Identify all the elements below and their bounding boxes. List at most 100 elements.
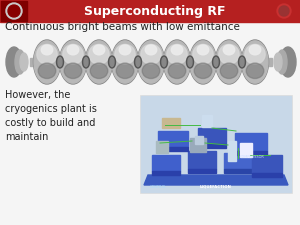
Bar [30, 58, 272, 66]
Ellipse shape [136, 58, 140, 67]
Ellipse shape [249, 45, 261, 55]
Bar [195, 136, 203, 144]
Bar [156, 141, 168, 153]
Bar [158, 147, 188, 151]
Bar [152, 171, 180, 175]
Ellipse shape [223, 45, 235, 55]
Circle shape [8, 5, 20, 17]
Circle shape [6, 3, 22, 19]
Bar [202, 115, 212, 127]
Bar [198, 128, 226, 144]
Bar [252, 155, 282, 173]
Ellipse shape [145, 45, 157, 55]
Text: CONTROL: CONTROL [149, 185, 167, 189]
Ellipse shape [134, 56, 142, 68]
Ellipse shape [116, 63, 134, 79]
Text: LIQUEFACTION: LIQUEFACTION [200, 185, 232, 189]
Ellipse shape [56, 56, 64, 68]
Ellipse shape [137, 40, 164, 84]
Ellipse shape [190, 41, 216, 83]
Ellipse shape [58, 58, 62, 67]
Ellipse shape [85, 40, 112, 84]
Ellipse shape [138, 41, 164, 83]
Ellipse shape [274, 53, 282, 71]
Circle shape [277, 4, 291, 18]
Ellipse shape [142, 63, 160, 79]
Ellipse shape [64, 63, 82, 79]
Ellipse shape [20, 53, 28, 71]
Ellipse shape [164, 41, 190, 83]
Ellipse shape [197, 45, 209, 55]
Ellipse shape [193, 44, 213, 64]
Bar [224, 169, 254, 173]
Ellipse shape [214, 58, 218, 67]
Ellipse shape [141, 44, 161, 64]
Bar [252, 173, 282, 177]
Ellipse shape [277, 50, 287, 74]
Bar [162, 118, 180, 128]
Bar [0, 0, 300, 22]
Text: Superconducting RF: Superconducting RF [84, 4, 226, 18]
Polygon shape [144, 175, 288, 185]
Bar [188, 151, 216, 169]
Ellipse shape [109, 56, 116, 68]
Bar [235, 133, 267, 151]
Ellipse shape [67, 45, 79, 55]
Ellipse shape [215, 40, 242, 84]
Ellipse shape [220, 63, 238, 79]
Ellipse shape [89, 44, 109, 64]
Ellipse shape [162, 58, 166, 67]
Ellipse shape [60, 41, 86, 83]
Ellipse shape [246, 63, 264, 79]
Ellipse shape [34, 41, 60, 83]
Ellipse shape [194, 63, 212, 79]
Ellipse shape [245, 44, 265, 64]
Ellipse shape [93, 45, 105, 55]
Circle shape [279, 6, 289, 16]
Ellipse shape [160, 56, 167, 68]
Ellipse shape [164, 40, 190, 84]
Ellipse shape [280, 47, 296, 77]
Ellipse shape [34, 40, 61, 84]
Bar [158, 131, 188, 147]
Bar [235, 151, 267, 155]
Ellipse shape [112, 40, 139, 84]
Ellipse shape [59, 40, 86, 84]
Ellipse shape [37, 44, 57, 64]
Bar [188, 169, 216, 173]
Ellipse shape [63, 44, 83, 64]
Ellipse shape [115, 44, 135, 64]
Text: Continuous bright beams with low emittance: Continuous bright beams with low emittan… [5, 22, 240, 32]
Bar [240, 143, 252, 157]
Ellipse shape [168, 63, 186, 79]
Ellipse shape [187, 56, 194, 68]
Bar [224, 153, 254, 169]
Ellipse shape [41, 45, 53, 55]
Ellipse shape [112, 41, 138, 83]
Ellipse shape [219, 44, 239, 64]
Bar [140, 95, 292, 193]
Ellipse shape [15, 50, 25, 74]
Bar [190, 138, 206, 152]
Ellipse shape [212, 56, 220, 68]
Ellipse shape [84, 58, 88, 67]
Bar [141, 96, 291, 192]
Ellipse shape [90, 63, 108, 79]
Ellipse shape [242, 40, 268, 84]
Ellipse shape [119, 45, 131, 55]
Ellipse shape [240, 58, 244, 67]
Ellipse shape [6, 47, 22, 77]
Ellipse shape [242, 41, 268, 83]
Bar [198, 144, 226, 148]
Bar [1, 1, 27, 21]
Ellipse shape [171, 45, 183, 55]
Ellipse shape [188, 58, 192, 67]
Text: COMPRESSOR: COMPRESSOR [240, 155, 264, 159]
Ellipse shape [238, 56, 245, 68]
Ellipse shape [82, 56, 89, 68]
Bar [152, 155, 180, 171]
Ellipse shape [38, 63, 56, 79]
Ellipse shape [216, 41, 242, 83]
Bar [228, 141, 236, 161]
Ellipse shape [110, 58, 114, 67]
